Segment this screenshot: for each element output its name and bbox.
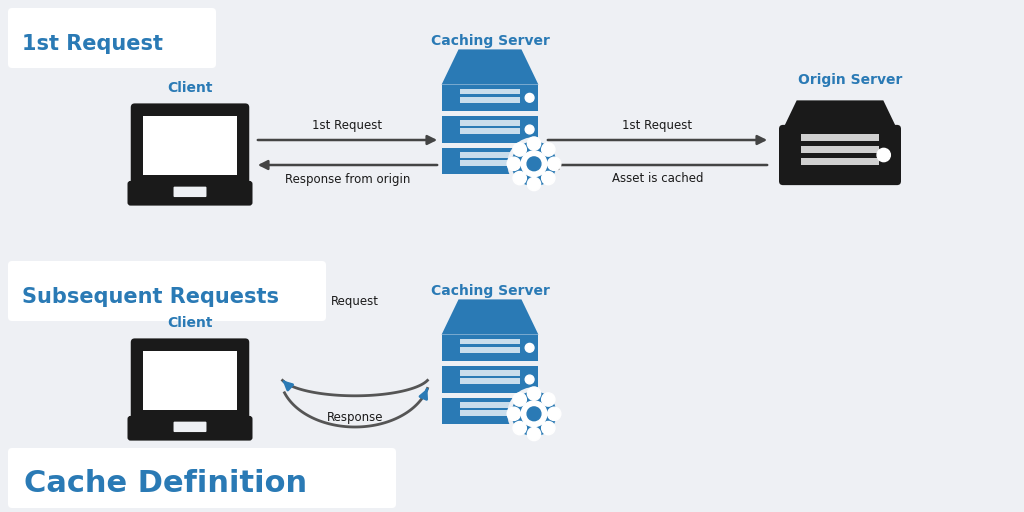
Circle shape [521,151,547,177]
Circle shape [509,139,559,188]
Text: Response from origin: Response from origin [285,173,411,185]
Bar [460,402,520,408]
Bar [460,160,520,166]
FancyBboxPatch shape [441,148,539,175]
Circle shape [525,344,534,352]
FancyBboxPatch shape [173,422,207,432]
Circle shape [527,387,541,400]
Bar [460,89,520,94]
Circle shape [548,407,561,420]
Text: Request: Request [331,294,379,308]
Circle shape [542,143,555,156]
FancyBboxPatch shape [128,181,253,206]
Circle shape [513,393,526,406]
FancyBboxPatch shape [441,398,539,424]
Circle shape [548,157,561,170]
Bar [143,351,237,411]
Circle shape [507,157,520,170]
Text: Asset is cached: Asset is cached [611,173,703,185]
Circle shape [527,157,541,170]
Text: Cache Definition: Cache Definition [24,468,307,498]
Text: 1st Request: 1st Request [22,34,163,54]
Circle shape [542,421,555,435]
Bar [460,152,520,158]
Circle shape [513,421,526,435]
Circle shape [530,159,538,166]
Circle shape [525,93,534,102]
Circle shape [530,409,538,416]
FancyBboxPatch shape [131,338,249,423]
Bar [460,378,520,384]
Polygon shape [441,49,539,84]
Text: Response: Response [327,411,383,424]
FancyBboxPatch shape [8,8,216,68]
Bar [801,134,879,141]
FancyBboxPatch shape [8,448,396,508]
Circle shape [525,125,534,134]
Circle shape [525,407,534,416]
Circle shape [877,148,890,162]
Polygon shape [783,100,897,129]
Circle shape [527,137,541,150]
Text: Caching Server: Caching Server [430,284,550,298]
Circle shape [527,177,541,190]
Circle shape [507,407,520,420]
FancyBboxPatch shape [128,416,253,441]
Circle shape [525,157,534,165]
FancyBboxPatch shape [441,335,539,361]
Circle shape [542,393,555,406]
Text: 1st Request: 1st Request [312,119,383,133]
FancyBboxPatch shape [441,116,539,143]
Circle shape [527,428,541,441]
Circle shape [509,389,559,438]
Bar [460,120,520,126]
FancyBboxPatch shape [441,84,539,111]
Text: Origin Server: Origin Server [798,73,902,87]
Circle shape [525,375,534,384]
Circle shape [513,172,526,185]
Bar [460,370,520,376]
FancyBboxPatch shape [131,103,249,188]
FancyBboxPatch shape [8,261,326,321]
Circle shape [521,401,547,426]
Text: Subsequent Requests: Subsequent Requests [22,287,279,307]
FancyBboxPatch shape [173,187,207,197]
Text: 1st Request: 1st Request [623,119,692,133]
Bar [801,158,879,165]
FancyBboxPatch shape [441,366,539,393]
Text: Client: Client [167,81,213,95]
Bar [460,129,520,134]
FancyBboxPatch shape [779,125,901,185]
Text: Caching Server: Caching Server [430,34,550,48]
Bar [460,410,520,416]
Circle shape [513,143,526,156]
Bar [143,116,237,176]
Bar [460,97,520,102]
Bar [801,146,879,153]
Circle shape [542,172,555,185]
Text: Client: Client [167,316,213,330]
Bar [460,347,520,353]
Bar [460,338,520,345]
Circle shape [527,407,541,421]
Polygon shape [441,300,539,335]
